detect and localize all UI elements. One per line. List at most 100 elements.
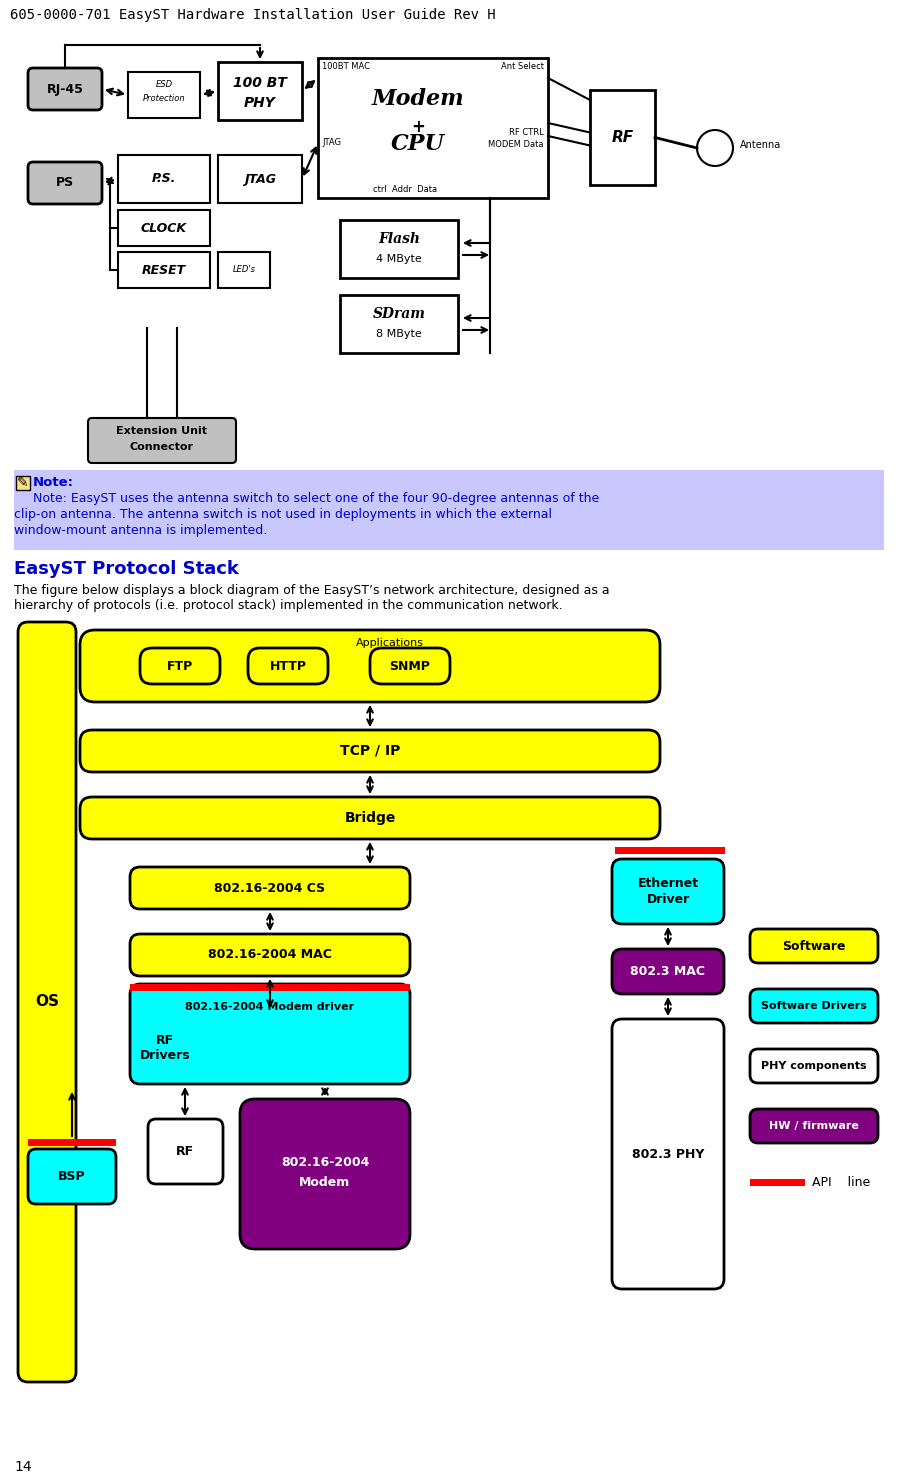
Text: HW / firmware: HW / firmware xyxy=(769,1120,859,1131)
FancyBboxPatch shape xyxy=(130,984,410,1083)
Circle shape xyxy=(697,130,733,166)
Bar xyxy=(218,62,302,120)
Text: SDram: SDram xyxy=(373,306,426,321)
Text: 802.16-2004 MAC: 802.16-2004 MAC xyxy=(208,949,332,962)
Text: Bridge: Bridge xyxy=(344,811,396,824)
Text: 14: 14 xyxy=(14,1459,31,1474)
Text: PHY: PHY xyxy=(244,96,276,110)
Text: 605-0000-701 EasyST Hardware Installation User Guide Rev H: 605-0000-701 EasyST Hardware Installatio… xyxy=(10,7,496,22)
Text: window-mount antenna is implemented.: window-mount antenna is implemented. xyxy=(14,524,268,537)
Text: clip-on antenna. The antenna switch is not used in deployments in which the exte: clip-on antenna. The antenna switch is n… xyxy=(14,508,552,521)
FancyBboxPatch shape xyxy=(18,622,76,1382)
Bar xyxy=(118,252,210,289)
Text: 8 MByte: 8 MByte xyxy=(376,329,422,339)
Text: Ethernet: Ethernet xyxy=(638,878,699,889)
Text: BSP: BSP xyxy=(58,1171,86,1183)
FancyBboxPatch shape xyxy=(612,949,724,995)
FancyBboxPatch shape xyxy=(750,929,878,963)
Text: MODEM Data: MODEM Data xyxy=(489,141,544,149)
Text: RJ-45: RJ-45 xyxy=(47,83,84,96)
FancyBboxPatch shape xyxy=(612,1020,724,1289)
Text: Protection: Protection xyxy=(143,95,185,104)
Text: EasyST Protocol Stack: EasyST Protocol Stack xyxy=(14,559,239,579)
Text: Extension Unit: Extension Unit xyxy=(117,426,207,437)
FancyBboxPatch shape xyxy=(28,1148,116,1205)
FancyBboxPatch shape xyxy=(28,68,102,110)
Text: 4 MByte: 4 MByte xyxy=(376,255,422,263)
Text: API    line: API line xyxy=(812,1175,870,1188)
Bar xyxy=(130,984,410,992)
Bar xyxy=(590,90,655,185)
Text: RF CTRL: RF CTRL xyxy=(509,127,544,138)
Text: 100BT MAC: 100BT MAC xyxy=(322,62,370,71)
Text: 802.3 MAC: 802.3 MAC xyxy=(630,965,706,978)
Text: 802.16-2004 Modem driver: 802.16-2004 Modem driver xyxy=(186,1002,355,1012)
Bar xyxy=(28,1140,116,1146)
FancyBboxPatch shape xyxy=(750,989,878,1023)
Text: CPU: CPU xyxy=(391,133,445,155)
FancyBboxPatch shape xyxy=(80,798,660,839)
Text: Note: EasyST uses the antenna switch to select one of the four 90-degree antenna: Note: EasyST uses the antenna switch to … xyxy=(33,491,599,505)
Text: 802.16-2004: 802.16-2004 xyxy=(281,1156,369,1169)
Bar xyxy=(14,471,884,551)
Text: Applications: Applications xyxy=(356,638,424,648)
Text: Drivers: Drivers xyxy=(140,1049,190,1063)
Text: 802.3 PHY: 802.3 PHY xyxy=(632,1147,704,1160)
Text: CLOCK: CLOCK xyxy=(141,222,187,234)
FancyBboxPatch shape xyxy=(370,648,450,684)
Text: HTTP: HTTP xyxy=(269,660,306,672)
Text: OS: OS xyxy=(35,995,59,1009)
Text: JTAG: JTAG xyxy=(244,173,276,185)
FancyBboxPatch shape xyxy=(80,730,660,773)
FancyBboxPatch shape xyxy=(28,161,102,204)
Text: ✎: ✎ xyxy=(17,477,29,490)
FancyBboxPatch shape xyxy=(240,1100,410,1249)
Text: Connector: Connector xyxy=(130,443,194,451)
Text: The figure below displays a block diagram of the EasyST’s network architecture, : The figure below displays a block diagra… xyxy=(14,585,610,613)
Text: FTP: FTP xyxy=(167,660,193,672)
Text: 802.16-2004 CS: 802.16-2004 CS xyxy=(215,882,326,894)
Bar xyxy=(16,477,30,490)
Text: JTAG: JTAG xyxy=(322,138,341,147)
Bar xyxy=(218,155,302,203)
FancyBboxPatch shape xyxy=(148,1119,223,1184)
Text: 100 BT: 100 BT xyxy=(233,75,287,90)
FancyBboxPatch shape xyxy=(88,417,236,463)
Text: RF: RF xyxy=(156,1035,174,1046)
Text: RESET: RESET xyxy=(142,263,186,277)
Text: Ant Select: Ant Select xyxy=(501,62,544,71)
FancyBboxPatch shape xyxy=(140,648,220,684)
Text: Modem: Modem xyxy=(299,1175,350,1188)
FancyBboxPatch shape xyxy=(130,867,410,909)
Bar xyxy=(118,210,210,246)
FancyBboxPatch shape xyxy=(248,648,328,684)
FancyBboxPatch shape xyxy=(130,934,410,975)
Text: Flash: Flash xyxy=(378,232,420,246)
Bar xyxy=(750,1180,805,1185)
Bar xyxy=(318,58,548,198)
Text: Software Drivers: Software Drivers xyxy=(762,1000,867,1011)
Text: ESD: ESD xyxy=(155,80,172,89)
Text: LED's: LED's xyxy=(233,265,256,274)
Bar xyxy=(218,252,270,289)
Text: PS: PS xyxy=(56,176,74,189)
Bar xyxy=(340,295,458,354)
Text: Software: Software xyxy=(782,940,846,953)
FancyBboxPatch shape xyxy=(612,858,724,924)
Bar xyxy=(118,155,210,203)
Text: PHY components: PHY components xyxy=(762,1061,867,1072)
Text: +: + xyxy=(411,118,425,136)
Text: Modem: Modem xyxy=(372,87,464,110)
Text: ctrl  Addr  Data: ctrl Addr Data xyxy=(373,185,437,194)
FancyBboxPatch shape xyxy=(750,1049,878,1083)
Text: RF: RF xyxy=(612,130,634,145)
Text: Driver: Driver xyxy=(647,892,690,906)
Bar xyxy=(615,847,725,854)
Text: Note:: Note: xyxy=(33,477,74,488)
FancyBboxPatch shape xyxy=(80,630,660,702)
Text: P.S.: P.S. xyxy=(152,173,176,185)
Text: RF: RF xyxy=(176,1146,194,1157)
Bar xyxy=(128,73,200,118)
Text: TCP / IP: TCP / IP xyxy=(339,744,401,758)
Bar xyxy=(340,221,458,278)
